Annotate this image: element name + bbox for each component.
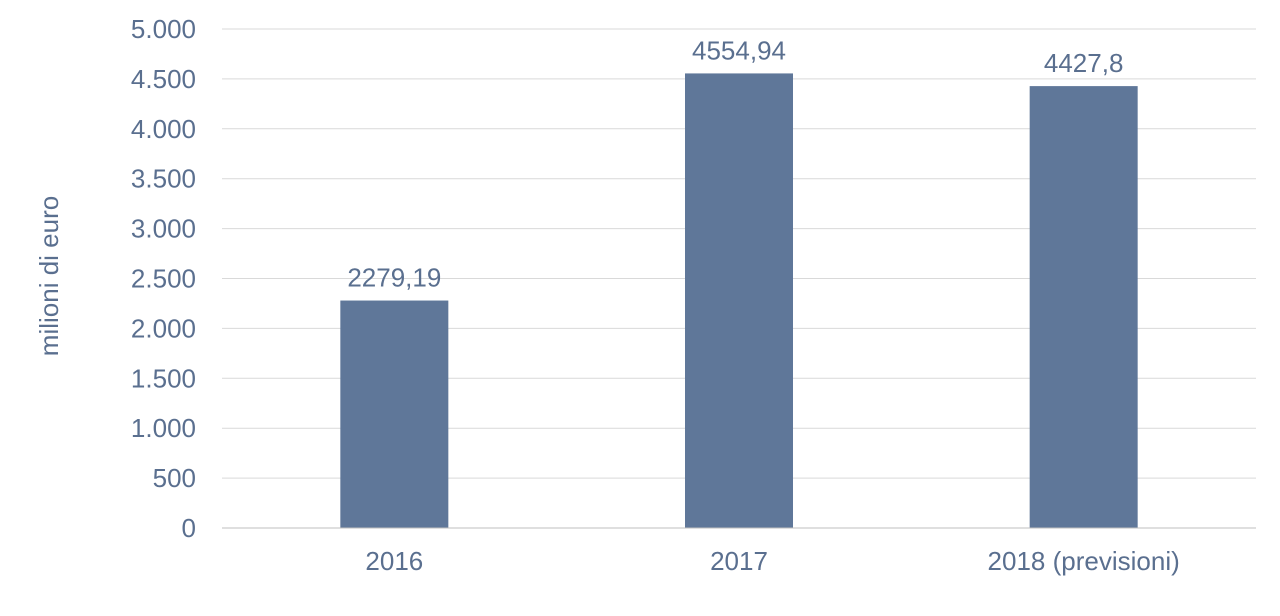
x-tick-label: 2016	[365, 546, 423, 576]
y-tick-label: 500	[153, 463, 196, 493]
bar-2016	[340, 300, 449, 528]
x-tick-label: 2017	[710, 546, 768, 576]
data-label: 4427,8	[1044, 48, 1124, 78]
y-tick-label: 4.500	[131, 64, 196, 94]
data-labels: 2279,19 4554,94 4427,8	[347, 35, 1123, 292]
y-tick-label: 1.500	[131, 363, 196, 393]
bars	[340, 73, 1138, 528]
y-tick-label: 2.000	[131, 313, 196, 343]
y-tick-label: 2.500	[131, 264, 196, 294]
y-tick-label: 4.000	[131, 114, 196, 144]
x-tick-labels: 2016 2017 2018 (previsioni)	[365, 546, 1179, 576]
y-axis-title: milioni di euro	[34, 196, 64, 356]
data-label: 4554,94	[692, 35, 786, 65]
y-tick-label: 5.000	[131, 14, 196, 44]
y-tick-label: 1.000	[131, 413, 196, 443]
y-tick-label: 0	[182, 513, 196, 543]
x-tick-label: 2018 (previsioni)	[988, 546, 1180, 576]
bar-2018	[1029, 86, 1138, 528]
y-tick-labels: 0 500 1.000 1.500 2.000 2.500 3.000 3.500 4.000 4…	[131, 14, 196, 543]
bar-2017	[685, 73, 793, 528]
y-tick-label: 3.000	[131, 214, 196, 244]
data-label: 2279,19	[347, 263, 441, 293]
y-tick-label: 3.500	[131, 164, 196, 194]
